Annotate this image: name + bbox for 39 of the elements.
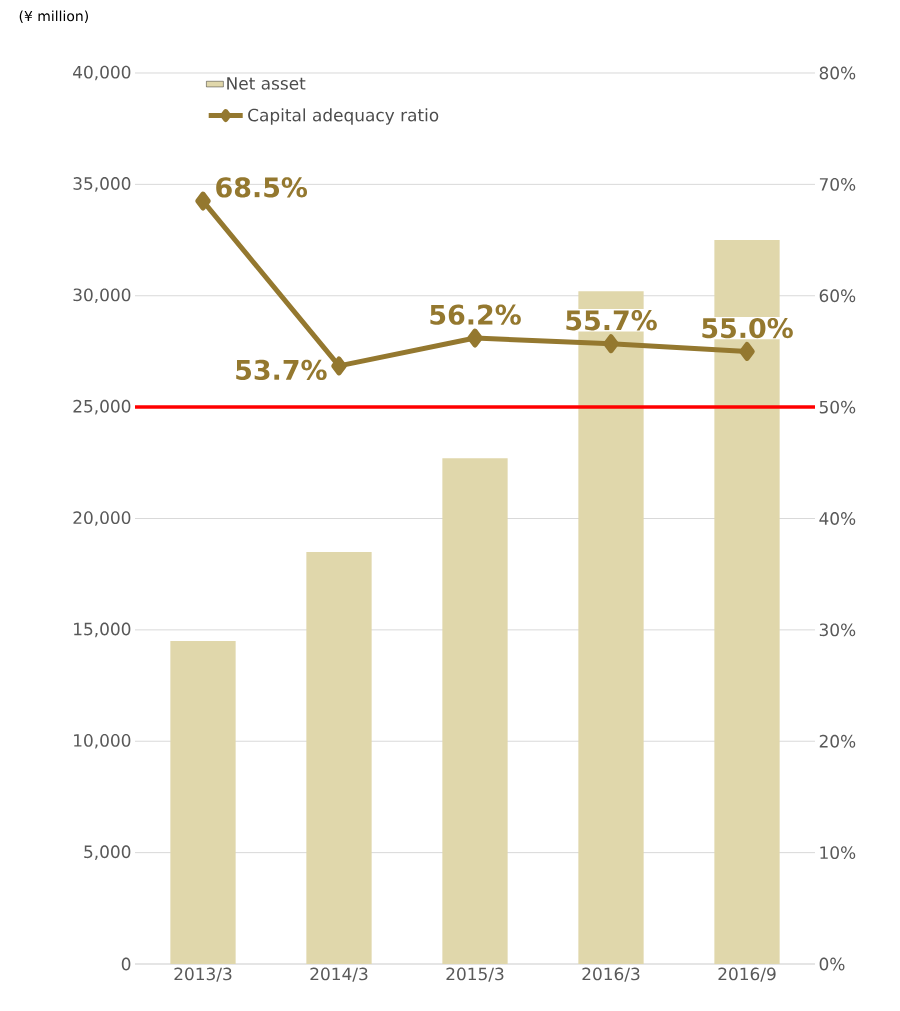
y-tick-label: 0 — [121, 957, 131, 971]
y-tick-label: 20,000 — [73, 511, 131, 526]
y-tick-label: 35,000 — [73, 177, 131, 192]
y2-tick-label: 60% — [819, 289, 856, 303]
y2-tick-label: 20% — [819, 734, 856, 748]
y2-tick-label: 0% — [819, 957, 845, 971]
y2-tick-label: 40% — [819, 512, 856, 525]
y2-tick-label: 70% — [819, 177, 856, 191]
point — [331, 356, 347, 376]
point — [467, 328, 483, 348]
y2-tick-label: 10% — [820, 846, 856, 860]
x-tick-label: 2015/3 — [446, 967, 504, 982]
y2-tick-label: 30% — [819, 623, 856, 637]
x-tick-label: 2014/3 — [310, 967, 368, 982]
data-label: 56.2% — [430, 304, 521, 325]
x-tick-label: 2016/3 — [582, 967, 640, 982]
y-axis-title: (¥ million) — [19, 10, 88, 23]
y2-tick-label: 50% — [819, 400, 856, 414]
y-tick-label: 10,000 — [74, 733, 131, 749]
point — [603, 334, 619, 354]
y-tick-label: 30,000 — [73, 288, 131, 304]
data-label: 55.7% — [566, 310, 657, 331]
y-tick-label: 40,000 — [73, 65, 131, 81]
point — [739, 341, 755, 361]
data-label: 53.7% — [236, 359, 327, 381]
bar — [170, 641, 236, 964]
y-tick-label: 25,000 — [73, 399, 131, 415]
x-tick-label: 2016/9 — [718, 967, 776, 982]
legend-label: Capital adequacy ratio — [248, 108, 439, 125]
bar — [306, 551, 372, 964]
point — [195, 191, 211, 211]
data-label: 55.0% — [702, 317, 793, 339]
bar — [442, 458, 508, 964]
y-tick-label: 5,000 — [84, 845, 131, 860]
legend-label: Net asset — [227, 77, 306, 90]
y2-tick-label: 80% — [819, 66, 856, 80]
x-tick-label: 2013/3 — [174, 967, 232, 982]
y-tick-label: 15,000 — [74, 622, 131, 638]
data-label: 68.5% — [216, 177, 308, 198]
